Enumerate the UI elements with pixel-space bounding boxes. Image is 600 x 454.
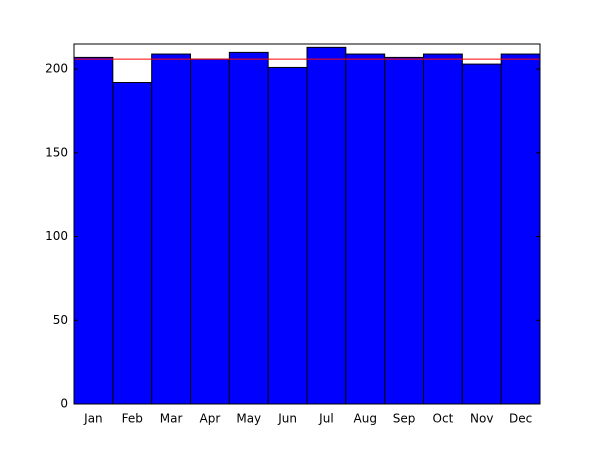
bar [228, 51, 269, 405]
x-tick-label: Jun [277, 412, 297, 426]
x-tick-label: Jul [318, 412, 333, 426]
bar [151, 53, 192, 405]
x-tick-label: Sep [393, 412, 416, 426]
bar [73, 56, 114, 405]
bar [267, 66, 308, 405]
bar [461, 63, 502, 405]
y-tick-label: 100 [45, 229, 68, 243]
bar [423, 53, 463, 405]
y-tick-label: 50 [53, 313, 68, 327]
bar [500, 53, 541, 405]
x-tick-label: Dec [509, 412, 532, 426]
x-tick-label: Mar [160, 412, 183, 426]
x-tick-label: Feb [122, 412, 143, 426]
y-tick-label: 0 [60, 397, 68, 411]
y-tick-label: 150 [45, 145, 68, 159]
bar [384, 56, 424, 405]
x-tick-label: Nov [470, 412, 493, 426]
x-tick-label: May [236, 412, 261, 426]
x-tick-label: Aug [354, 412, 377, 426]
x-tick-label: Jan [83, 412, 103, 426]
x-tick-label: Apr [200, 412, 221, 426]
bar [306, 46, 347, 405]
y-tick-label: 200 [45, 62, 68, 76]
bar [190, 58, 230, 405]
plot-frame [73, 43, 541, 405]
x-tick-label: Oct [433, 412, 454, 426]
bar [345, 53, 386, 405]
bar [112, 82, 153, 405]
